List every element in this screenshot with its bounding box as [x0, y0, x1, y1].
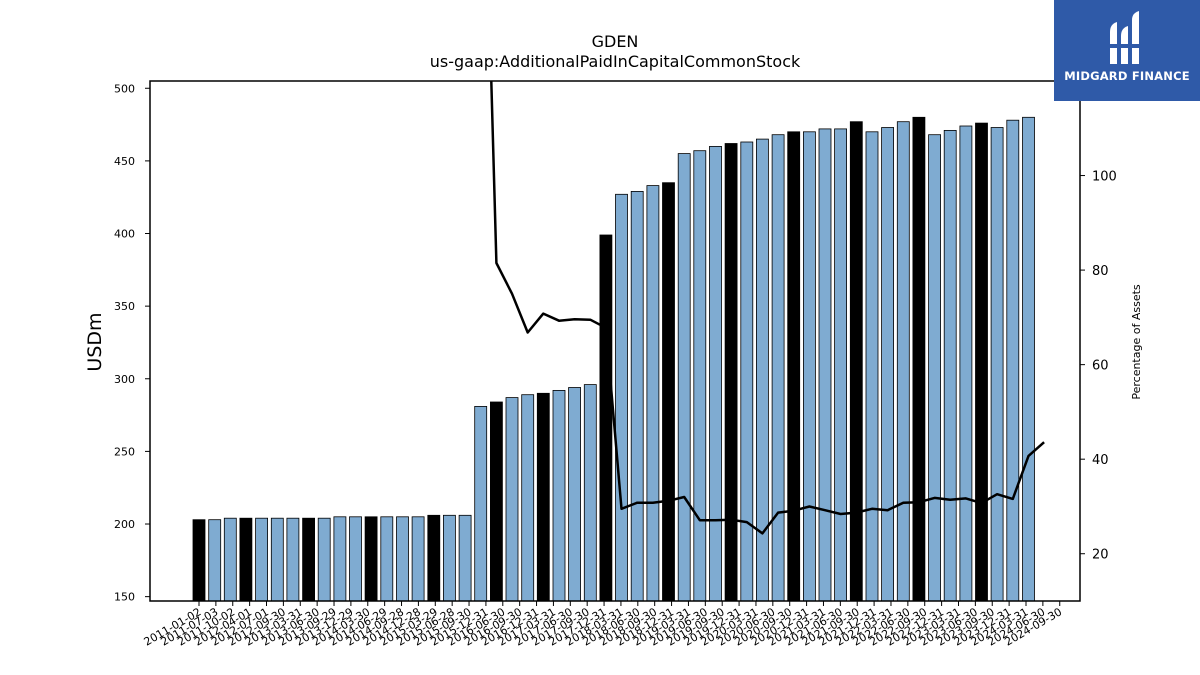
bar: [411, 516, 425, 602]
bar: [317, 517, 331, 602]
chart-title: GDEN: [591, 32, 639, 51]
bar: [521, 394, 535, 602]
bar: [1022, 116, 1035, 602]
bar: [881, 127, 894, 602]
bar: [615, 193, 628, 602]
bar: [474, 405, 488, 602]
bar: [568, 387, 581, 602]
y-tick-label: 250: [114, 445, 135, 458]
bar: [599, 234, 613, 602]
y2-tick-label: 20: [1092, 548, 1109, 563]
bar: [380, 516, 394, 602]
chart-title-block: GDEN us-gaap:AdditionalPaidInCapitalComm…: [300, 32, 930, 72]
bar: [552, 389, 566, 602]
y2-tick-label: 60: [1092, 359, 1109, 374]
y2-tick-label: 40: [1092, 453, 1109, 468]
plot-frame: [149, 80, 1081, 602]
y-tick-label: 200: [114, 518, 135, 531]
y2-axis-label: Percentage of Assets: [1130, 284, 1143, 400]
bar: [208, 519, 222, 602]
bar: [740, 141, 754, 602]
bar: [286, 517, 300, 602]
bar: [583, 384, 597, 602]
bar: [693, 150, 707, 602]
y2-tick-label: 100: [1092, 170, 1117, 185]
brand-name: MIDGARD FINANCE: [1064, 69, 1190, 83]
bar: [818, 128, 832, 602]
y-tick-label: 450: [114, 155, 135, 168]
bar: [396, 516, 409, 602]
bar: [333, 516, 347, 602]
bar: [223, 517, 237, 602]
y2-tick-label: 80: [1092, 264, 1109, 279]
chart-subtitle: us-gaap:AdditionalPaidInCapitalCommonSto…: [429, 52, 801, 71]
bar: [834, 128, 847, 602]
series-line: [490, 81, 1045, 535]
bar: [943, 129, 957, 602]
bar: [990, 127, 1004, 602]
brand-logo: MIDGARD FINANCE: [1054, 0, 1200, 101]
bar: [630, 190, 644, 602]
bar: [192, 519, 206, 602]
bar: [349, 516, 362, 602]
bar: [442, 514, 456, 602]
bar: [975, 122, 988, 602]
bar: [959, 125, 973, 602]
bar: [302, 517, 316, 602]
bar: [771, 134, 785, 602]
y-tick-label: 350: [114, 300, 135, 313]
bar: [427, 514, 441, 602]
bar: [662, 182, 675, 602]
bar: [270, 517, 284, 602]
midgard-bars-icon: [1108, 11, 1144, 64]
bar: [787, 131, 801, 602]
y-axis-label: USDm: [84, 312, 106, 371]
bar: [724, 143, 738, 602]
bar: [646, 185, 660, 602]
bar: [364, 516, 378, 602]
bar: [1006, 119, 1020, 602]
bar: [458, 514, 472, 602]
bar: [896, 121, 910, 602]
y-tick-label: 400: [114, 228, 135, 241]
bar: [505, 397, 519, 602]
bar: [912, 116, 926, 602]
bar: [255, 517, 269, 602]
bar: [803, 131, 816, 602]
y-tick-label: 150: [114, 591, 135, 604]
bar: [849, 121, 863, 602]
bar: [928, 134, 941, 602]
bar: [536, 392, 550, 602]
bar: [239, 517, 253, 602]
y-tick-label: 500: [114, 82, 135, 95]
bar: [677, 153, 691, 602]
y-tick-label: 300: [114, 373, 135, 386]
bar: [489, 401, 503, 602]
bar: [865, 131, 879, 602]
bar: [709, 145, 722, 602]
